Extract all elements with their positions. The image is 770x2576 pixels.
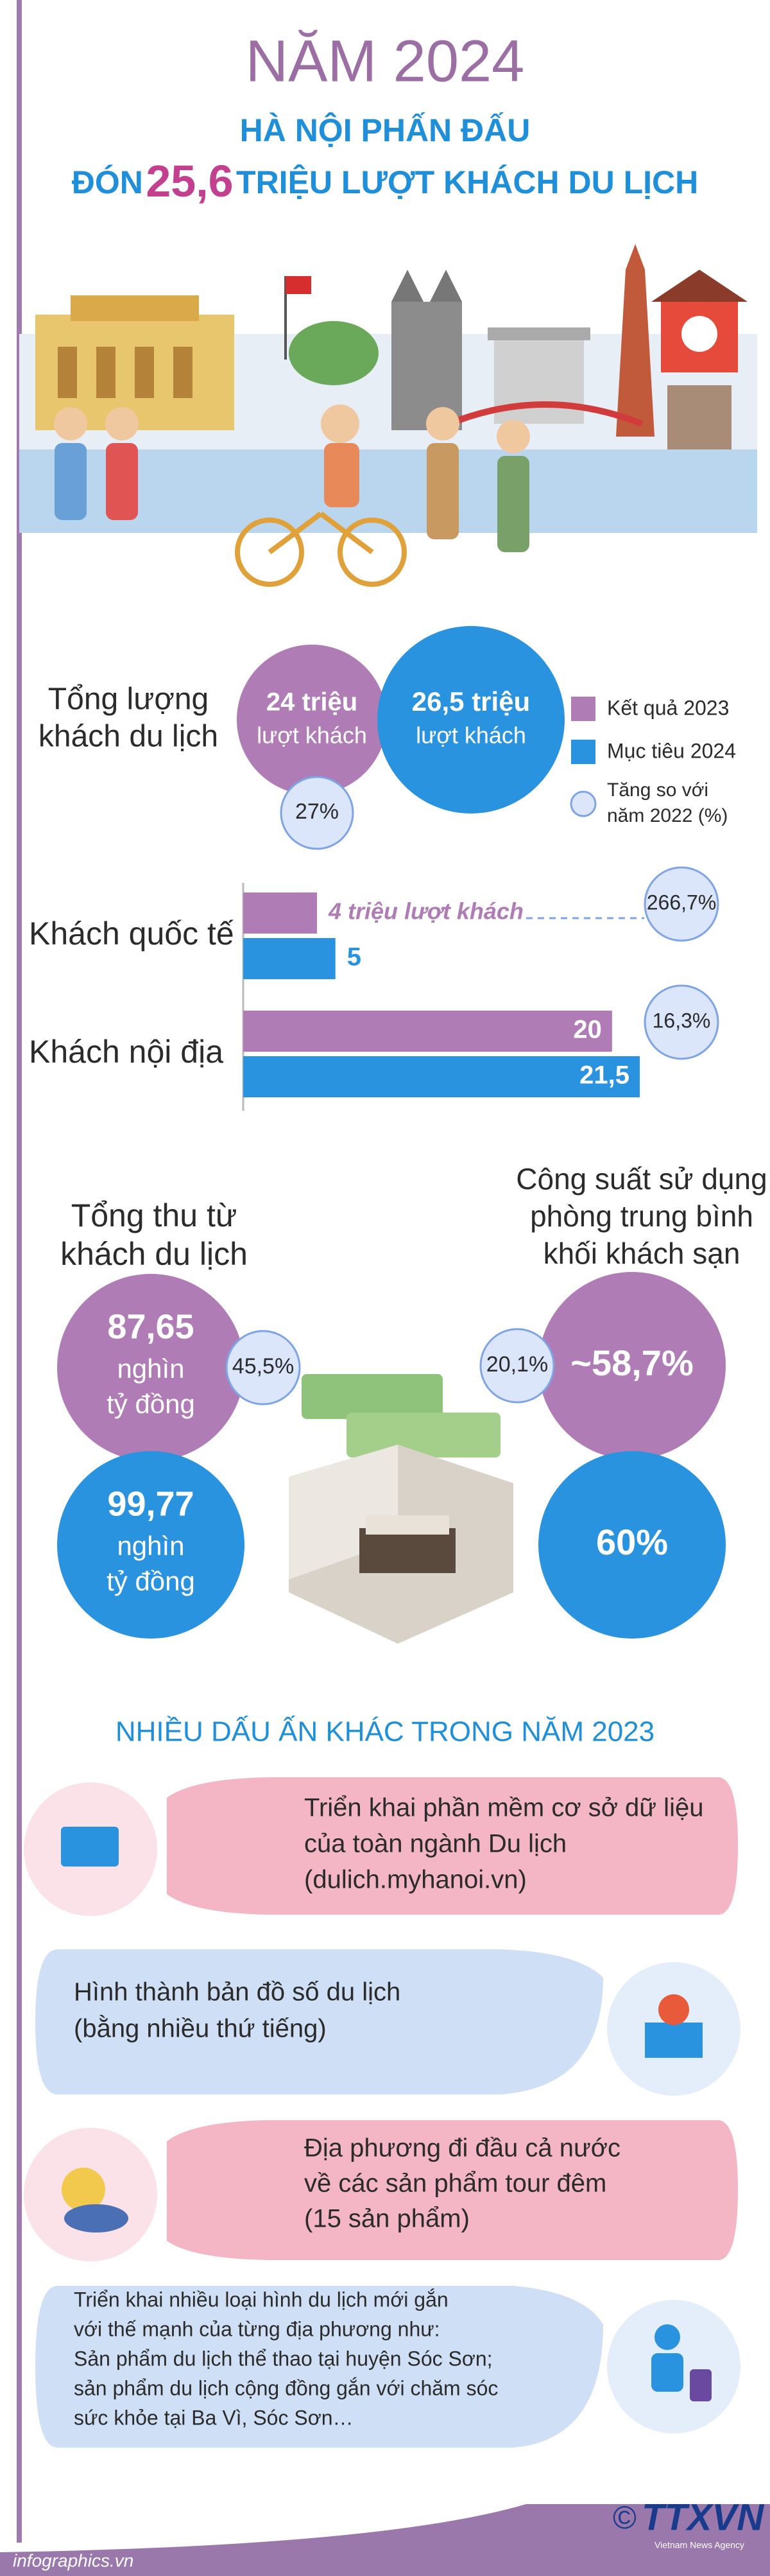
side-line: [17, 0, 22, 2543]
headline: ĐÓN 25,6 TRIỆU LƯỢT KHÁCH DU LỊCH: [72, 156, 698, 206]
growth-circle: [644, 866, 719, 942]
result-circle: [57, 1274, 244, 1461]
legend-swatch: [571, 740, 595, 764]
footer-copyright: ©: [613, 2500, 637, 2536]
growth-value: 27%: [295, 799, 339, 824]
highlights-title: NHIỀU DẤU ẤN KHÁC TRONG NĂM 2023: [116, 1716, 654, 1748]
highlight-text: của toàn ngành Du lịch: [304, 1830, 567, 1858]
growth-value: 266,7%: [647, 891, 717, 914]
highlight-text: Địa phương đi đầu cả nước: [304, 2134, 620, 2163]
highlight-item: Địa phương đi đầu cả nước về các sản phẩ…: [24, 2120, 738, 2261]
result-unit: tỷ đồng: [107, 1389, 195, 1419]
result-value: 24 triệu: [266, 688, 357, 717]
section-title: Tổng thu từ: [71, 1197, 237, 1233]
target-unit: nghìn: [117, 1531, 184, 1561]
growth-value: 45,5%: [232, 1354, 294, 1379]
highlight-text: sức khỏe tại Ba Vì, Sóc Sơn…: [74, 2406, 353, 2429]
result-unit: lượt khách: [257, 722, 367, 749]
target-unit: tỷ đồng: [107, 1566, 195, 1596]
bar-value-label: 20: [573, 1016, 602, 1044]
section-title: Công suất sử dụng: [516, 1162, 767, 1196]
section-title: khách du lịch: [60, 1236, 248, 1272]
target-circle: [377, 626, 565, 814]
highlight-text: về các sản phẩm tour đêm: [304, 2170, 606, 2198]
footer-logo: TTXVN: [642, 2496, 764, 2538]
city-illustration: [19, 244, 757, 587]
legend-label: năm 2022 (%): [607, 805, 728, 826]
legend-label: Kết quả 2023: [607, 696, 729, 719]
result-circle: [538, 1272, 726, 1459]
growth-circle: [479, 1328, 555, 1404]
highlight-item: Triển khai nhiều loại hình du lịch mới g…: [35, 2286, 740, 2448]
bar-value-label: 4 triệu lượt khách: [328, 898, 524, 925]
section-title: Tổng lượng: [48, 683, 209, 717]
highlight-text: Triển khai phần mềm cơ sở dữ liệu: [304, 1794, 703, 1822]
footer-logo-sub: Vietnam News Agency: [654, 2540, 744, 2550]
bar: [243, 1056, 640, 1097]
category-label: Khách nội địa: [29, 1034, 223, 1070]
subtitle: HÀ NỘI PHẤN ĐẤU: [240, 112, 531, 148]
result-value: 87,65: [107, 1307, 194, 1346]
section-title: phòng trung bình: [530, 1199, 753, 1233]
footer-source: infographics.vn: [13, 2550, 133, 2570]
highlight-text: (dulich.myhanoi.vn): [304, 1866, 527, 1894]
title: NĂM 2024: [246, 28, 525, 94]
legend-swatch: [571, 697, 595, 721]
bar: [243, 1011, 612, 1052]
target-value: 60%: [596, 1522, 668, 1562]
highlight-text: Triển khai nhiều loại hình du lịch mới g…: [74, 2288, 449, 2311]
section-title: khách du lịch: [38, 720, 218, 754]
section-title: khối khách sạn: [543, 1237, 740, 1270]
highlight-text: (15 sản phẩm): [304, 2205, 470, 2233]
target-circle: [57, 1451, 244, 1639]
bar-value-label: 5: [347, 943, 361, 971]
growth-value: 16,3%: [653, 1009, 711, 1032]
result-circle: [237, 645, 387, 795]
target-circle: [538, 1451, 726, 1639]
highlight-text: sản phẩm du lịch cộng đồng gắn với chăm …: [74, 2376, 498, 2399]
hotel-illustration: [289, 1374, 513, 1644]
target-value: 26,5 triệu: [412, 686, 530, 717]
growth-value: 20,1%: [486, 1352, 548, 1377]
headline-before: ĐÓN: [72, 164, 143, 200]
target-value: 99,77: [107, 1484, 194, 1523]
footer-band: [0, 2504, 770, 2576]
bar-value-label: 21,5: [579, 1061, 629, 1090]
category-label: Khách quốc tế: [29, 916, 234, 952]
bar: [243, 892, 317, 934]
bar: [243, 938, 336, 979]
highlight-text: Sản phẩm du lịch thể thao tại huyện Sóc …: [74, 2347, 493, 2370]
highlight-item: Triển khai phần mềm cơ sở dữ liệu của to…: [24, 1777, 738, 1916]
headline-number: 25,6: [146, 156, 233, 206]
visitor-bars: Khách quốc tế 4 triệu lượt khách 5 266,7% Kh…: [29, 866, 719, 1111]
legend-label: Mục tiêu 2024: [607, 739, 736, 762]
highlight-text: với thế mạnh của từng địa phương như:: [74, 2317, 440, 2340]
result-value: ~58,7%: [570, 1343, 694, 1383]
highlight-text: Hình thành bản đồ số du lịch: [74, 1978, 400, 2006]
highlight-item: Hình thành bản đồ số du lịch (bằng nhiều…: [35, 1949, 740, 2096]
headline-after: TRIỆU LƯỢT KHÁCH DU LỊCH: [236, 164, 698, 200]
growth-circle: [225, 1330, 301, 1405]
legend-swatch: [570, 790, 597, 817]
growth-circle: [644, 984, 719, 1060]
result-unit: nghìn: [117, 1353, 184, 1384]
legend-label: Tăng so với: [607, 779, 708, 801]
growth-circle: [280, 776, 354, 850]
target-unit: lượt khách: [416, 722, 526, 749]
highlight-text: (bằng nhiều thứ tiếng): [74, 2014, 327, 2043]
